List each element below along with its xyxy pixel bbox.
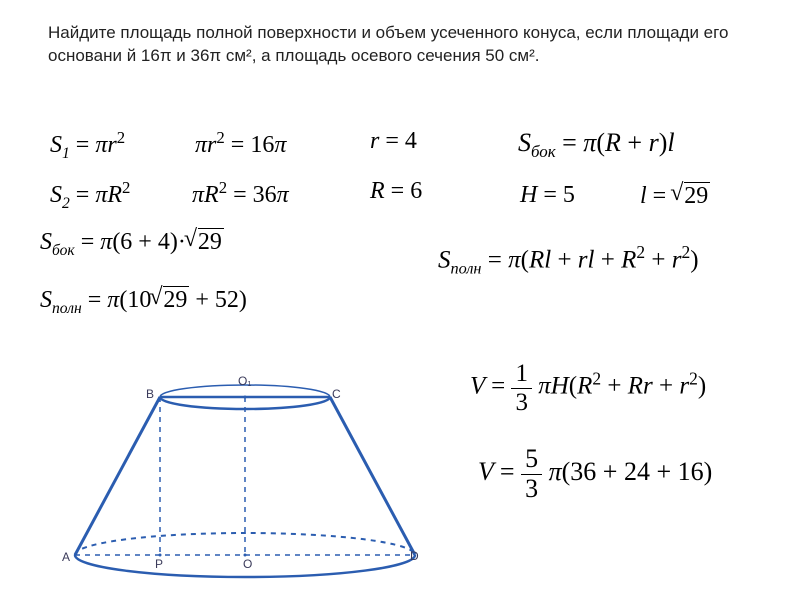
- eq-vform: V = 13 πH(R2 + Rr + r2): [470, 360, 706, 416]
- eq-s1: S1 = πr2: [50, 128, 125, 163]
- eq-sbokf: Sбок = π(R + r)l: [518, 128, 675, 162]
- label-B: B: [146, 387, 154, 401]
- problem-text: Найдите площадь полной поверхности и объ…: [48, 22, 770, 68]
- eq-sbok: Sбок = π(6 + 4)·29: [40, 228, 224, 260]
- eq-pir2: πr2 = 16π: [195, 128, 286, 159]
- eq-s2: S2 = πR2: [50, 178, 130, 213]
- frustum-diagram: B O₁ C A P O D: [40, 365, 425, 580]
- eq-v53: V = 53 π(36 + 24 + 16): [478, 445, 712, 503]
- eq-R6: R = 6: [370, 178, 422, 205]
- eq-r4: r = 4: [370, 128, 417, 155]
- label-C: C: [332, 387, 341, 401]
- label-O1: O₁: [238, 374, 251, 388]
- eq-H5: H = 5: [520, 182, 575, 209]
- eq-piR2: πR2 = 36π: [192, 178, 289, 209]
- eq-l29: l = 29: [640, 182, 710, 210]
- eq-spoln: Sполн = π(1029 + 52): [40, 286, 247, 318]
- eq-spolnf: Sполн = π(Rl + rl + R2 + r2): [438, 242, 699, 278]
- label-P: P: [155, 557, 163, 571]
- label-O: O: [243, 557, 252, 571]
- label-A: A: [62, 550, 70, 564]
- label-D: D: [410, 549, 419, 563]
